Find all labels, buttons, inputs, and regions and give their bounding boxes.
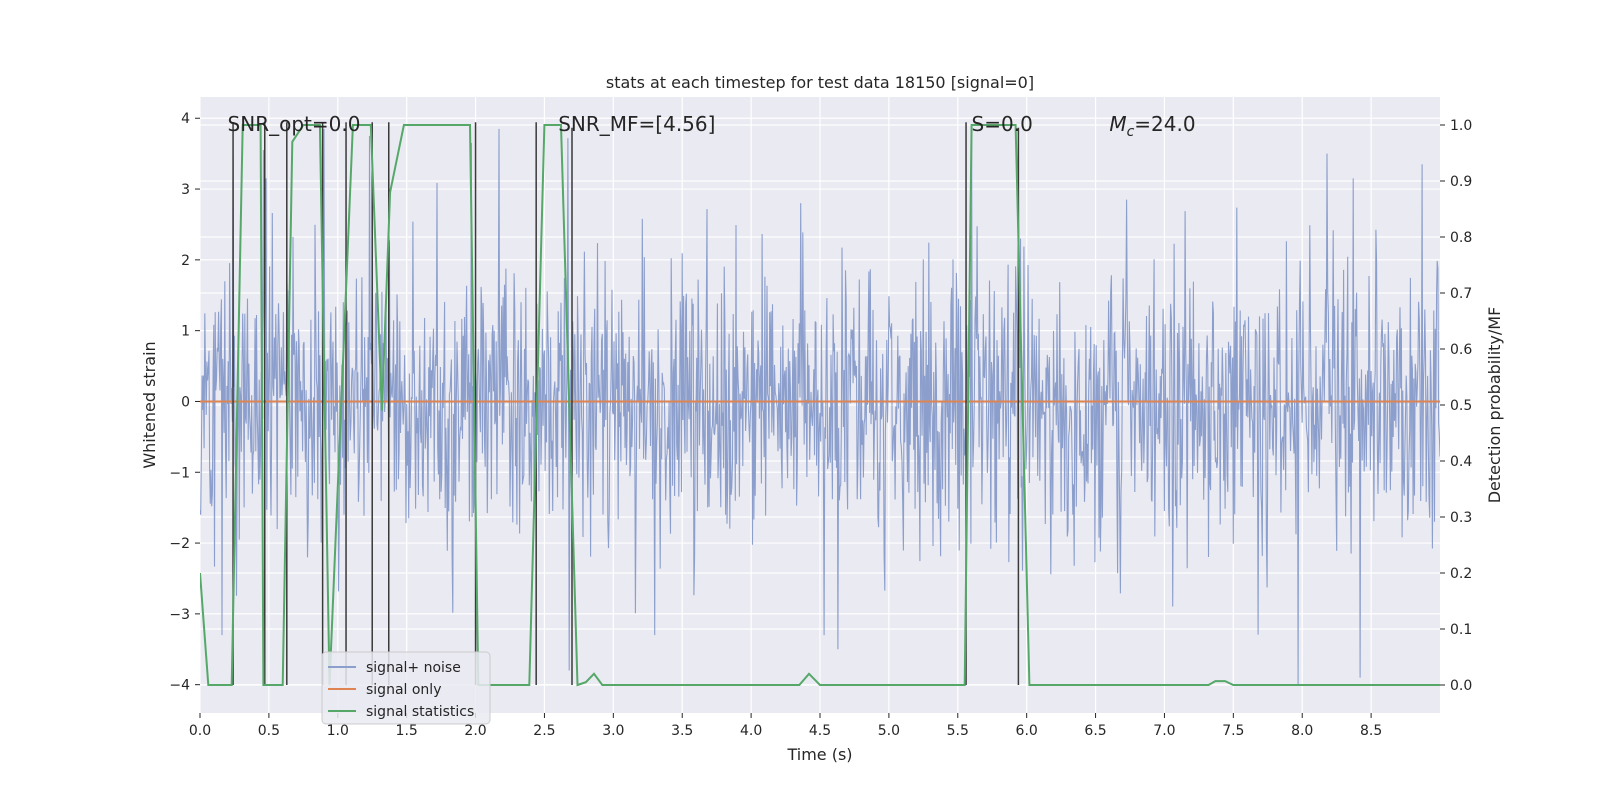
x-tick-label: 7.5 <box>1222 723 1244 739</box>
x-tick-label: 5.0 <box>878 723 900 739</box>
vertical-markers <box>232 122 1020 685</box>
series-line-signal-noise <box>200 125 1440 685</box>
y-right-tick-label: 0.3 <box>1450 510 1472 526</box>
y-tick-label: −3 <box>169 607 190 623</box>
annotation: SNR_MF=[4.56] <box>558 112 715 136</box>
x-tick-label: 6.5 <box>1084 723 1106 739</box>
y-tick-label: 3 <box>181 182 190 198</box>
y-right-tick-label: 0.8 <box>1450 230 1472 246</box>
y-right-tick-label: 0.4 <box>1450 454 1472 470</box>
y-axis-label: Whitened strain <box>140 341 159 468</box>
y-right-tick-label: 0.2 <box>1450 566 1472 582</box>
x-tick-label: 2.0 <box>464 723 486 739</box>
y-tick-label: −2 <box>169 536 190 552</box>
annotation: Mc=24.0 <box>1109 112 1195 140</box>
y-right-tick-label: 0.7 <box>1450 286 1472 302</box>
x-tick-label: 3.5 <box>671 723 693 739</box>
legend-label: signal statistics <box>366 704 474 720</box>
x-tick-label: 2.5 <box>533 723 555 739</box>
y-tick-label: −1 <box>169 465 190 481</box>
x-tick-label: 1.0 <box>327 723 349 739</box>
annotation: SNR_opt=0.0 <box>228 112 361 136</box>
x-tick-label: 0.5 <box>258 723 280 739</box>
x-tick-label: 1.5 <box>396 723 418 739</box>
x-tick-label: 8.0 <box>1291 723 1313 739</box>
legend: signal+ noise signal only signal statistic… <box>321 651 491 725</box>
y-right-tick-label: 0.9 <box>1450 174 1472 190</box>
x-tick-label: 4.0 <box>740 723 762 739</box>
x-tick-label: 5.5 <box>947 723 969 739</box>
x-axis-label: Time (s) <box>786 745 852 764</box>
x-tick-label: 0.0 <box>189 723 211 739</box>
y-tick-label: −4 <box>169 678 190 694</box>
series-signal-statistics <box>200 124 1440 687</box>
tick-labels: 0.0 0.5 1.0 1.5 2.0 2.5 3.0 3.5 4.0 4.5 5.0 5.5 6.0 6… <box>169 111 1472 739</box>
y-right-tick-label: 1.0 <box>1450 118 1472 134</box>
y-right-tick-label: 0.6 <box>1450 342 1472 358</box>
legend-label: signal only <box>366 682 441 698</box>
x-tick-label: 6.0 <box>1016 723 1038 739</box>
y-tick-label: 1 <box>181 324 190 340</box>
y-tick-label: 2 <box>181 253 190 269</box>
x-tick-label: 7.0 <box>1153 723 1175 739</box>
y-right-tick-label: 0.5 <box>1450 398 1472 414</box>
x-tick-label: 8.5 <box>1360 723 1382 739</box>
chart-title: stats at each timestep for test data 181… <box>606 73 1034 92</box>
y-right-tick-label: 0.1 <box>1450 622 1472 638</box>
y-tick-label: 4 <box>181 111 190 127</box>
x-tick-label: 4.5 <box>809 723 831 739</box>
series-signal-noise <box>200 125 1440 685</box>
y-right-tick-label: 0.0 <box>1450 678 1472 694</box>
series-line-signal-statistics <box>200 124 1440 687</box>
annotations: SNR_opt=0.0 SNR_MF=[4.56] S=0.0 Mc=24.0 <box>228 112 1196 140</box>
y-right-axis-label: Detection probability/MF <box>1485 307 1504 504</box>
legend-box <box>321 651 491 725</box>
x-tick-label: 3.0 <box>602 723 624 739</box>
annotation: S=0.0 <box>972 112 1033 136</box>
y-tick-label: 0 <box>181 394 190 410</box>
legend-label: signal+ noise <box>366 660 461 676</box>
